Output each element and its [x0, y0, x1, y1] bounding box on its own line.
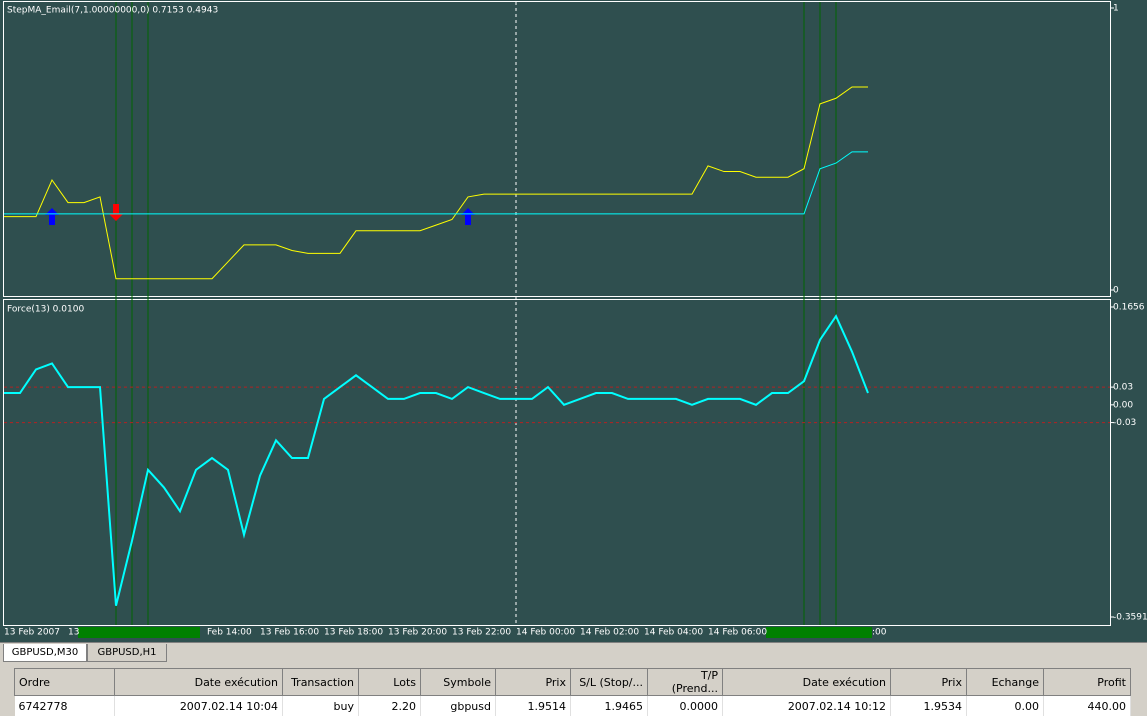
tab-bar: GBPUSD,M30 GBPUSD,H1	[0, 642, 1147, 663]
column-header: Prix	[496, 669, 571, 696]
column-header: Profit	[1044, 669, 1131, 696]
time-label: 14 Feb 02:00	[580, 628, 639, 638]
column-header: Date exécution	[115, 669, 283, 696]
column-header: Symbole	[421, 669, 496, 696]
time-label: :00	[872, 628, 887, 638]
chart-window: StepMA_Email(7,1.00000000,0) 0.7153 0.49…	[0, 0, 1147, 642]
cell: buy	[283, 696, 359, 716]
tab[interactable]: GBPUSD,M30	[3, 644, 87, 662]
cell: 6742778	[15, 696, 115, 716]
cell: 440.00	[1044, 696, 1131, 716]
y-tick-label: -0.03	[1113, 418, 1136, 428]
y-tick-label: 0.1656	[1113, 303, 1145, 313]
cell: 2.20	[359, 696, 421, 716]
cell: 2007.02.14 10:04	[115, 696, 283, 716]
time-label: 13 Feb 20:00	[388, 628, 447, 638]
chart-bg	[0, 0, 1147, 642]
column-header: S/L (Stop/...	[571, 669, 648, 696]
time-label: 14 Feb 00:00	[516, 628, 575, 638]
time-label: 13 Feb 16:00	[260, 628, 319, 638]
y-tick-label: 1	[1113, 4, 1119, 14]
y-tick-label: 0.00	[1113, 400, 1133, 410]
column-header: Echange	[967, 669, 1044, 696]
column-header: Prix	[891, 669, 967, 696]
cell: 1.9534	[891, 696, 967, 716]
time-marker	[78, 627, 200, 638]
time-label: 13 Feb 2007	[4, 628, 60, 638]
time-label: 13	[68, 628, 79, 638]
column-header: Ordre	[15, 669, 115, 696]
column-header: Date exécution	[723, 669, 891, 696]
pane-title: Force(13) 0.0100	[7, 305, 84, 315]
y-tick-label: 0	[1113, 286, 1119, 296]
time-label: 14 Feb 06:00	[708, 628, 767, 638]
column-header: Lots	[359, 669, 421, 696]
column-header: Transaction	[283, 669, 359, 696]
column-header: T/P (Prend...	[648, 669, 723, 696]
pane-title: StepMA_Email(7,1.00000000,0) 0.7153 0.49…	[7, 6, 218, 16]
tab[interactable]: GBPUSD,H1	[87, 644, 167, 662]
time-marker	[766, 627, 872, 638]
cell: 1.9514	[496, 696, 571, 716]
time-label: 14 Feb 04:00	[644, 628, 703, 638]
y-tick-label: 0.03	[1113, 383, 1133, 393]
time-label: Feb 14:00	[207, 628, 252, 638]
cell: gbpusd	[421, 696, 496, 716]
time-label: 13 Feb 18:00	[324, 628, 383, 638]
cell: 1.9465	[571, 696, 648, 716]
cell: 0.00	[967, 696, 1044, 716]
time-label: 13 Feb 22:00	[452, 628, 511, 638]
y-tick-label: -0.3591	[1113, 613, 1147, 623]
cell: 0.0000	[648, 696, 723, 716]
cell: 2007.02.14 10:12	[723, 696, 891, 716]
